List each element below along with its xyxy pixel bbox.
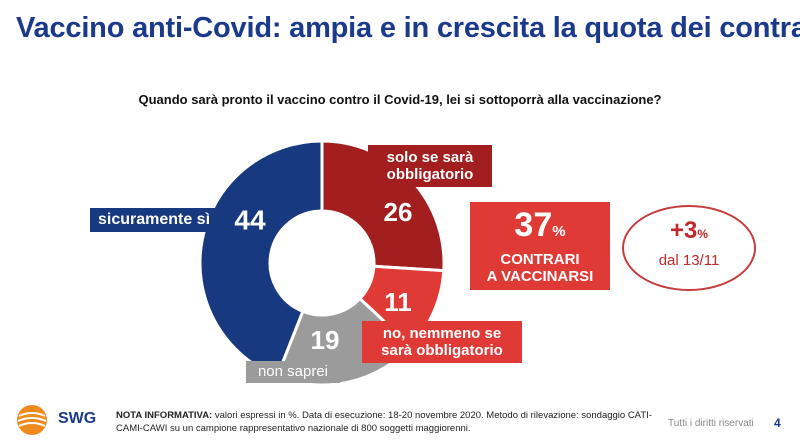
donut-value-label-44: 44 xyxy=(234,204,266,235)
donut-value-label-26: 26 xyxy=(384,197,413,227)
contrari-summary-box: 37% CONTRARI A VACCINARSI xyxy=(470,202,610,290)
label-non-saprei: non saprei xyxy=(246,361,340,383)
survey-question: Quando sarà pronto il vaccino contro il … xyxy=(138,92,662,107)
label-no-nemmeno: no, nemmeno se sarà obbligatorio xyxy=(362,321,522,363)
label-dark-line2: obbligatorio xyxy=(386,166,474,183)
donut-slice-44 xyxy=(198,139,324,379)
change-badge: +3% dal 13/11 xyxy=(622,205,756,291)
label-solo-se-obbligatorio: solo se sarà obbligatorio xyxy=(368,145,492,187)
change-value-wrap: +3% xyxy=(624,217,754,248)
footer-note: NOTA INFORMATIVA: valori espressi in %. … xyxy=(116,409,656,435)
page-number: 4 xyxy=(774,416,781,430)
rights-text: Tutti i diritti riservati xyxy=(668,418,754,429)
label-red-line1: no, nemmeno se xyxy=(382,325,502,342)
contrari-value: 37 xyxy=(514,206,553,244)
logo-text: SWG xyxy=(58,410,97,427)
change-date: dal 13/11 xyxy=(658,252,720,269)
contrari-unit: % xyxy=(552,223,566,240)
contrari-percent: 37% xyxy=(470,206,610,251)
swg-logo-icon xyxy=(17,405,47,435)
label-red-line2: sarà obbligatorio xyxy=(381,342,503,359)
change-unit: % xyxy=(697,227,709,241)
contrari-line1: CONTRARI xyxy=(500,251,580,268)
label-sicuramente-si: sicuramente sì xyxy=(90,208,218,232)
label-dark-line1: solo se sarà xyxy=(386,149,474,166)
page-title: Vaccino anti-Covid: ampia e in crescita … xyxy=(16,12,800,44)
note-label: NOTA INFORMATIVA: xyxy=(116,410,213,421)
change-value: +3 xyxy=(669,217,698,244)
donut-value-label-19: 19 xyxy=(311,325,340,355)
donut-value-label-11: 11 xyxy=(384,287,412,317)
contrari-line2: A VACCINARSI xyxy=(486,268,594,285)
note-text: valori espressi in %. Data di esecuzione… xyxy=(116,410,652,434)
